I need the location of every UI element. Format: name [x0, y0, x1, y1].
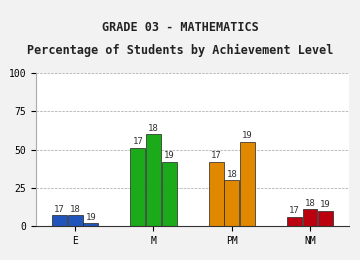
- Bar: [52, 216, 67, 226]
- Text: 18: 18: [70, 205, 81, 214]
- Bar: [224, 180, 239, 226]
- Bar: [130, 148, 145, 226]
- Text: 19: 19: [85, 213, 96, 222]
- Bar: [287, 217, 302, 226]
- Bar: [146, 134, 161, 226]
- Bar: [162, 162, 176, 226]
- Text: 18: 18: [148, 124, 159, 133]
- Text: 19: 19: [164, 151, 175, 160]
- Text: 18: 18: [226, 170, 237, 179]
- Bar: [84, 223, 98, 226]
- Text: 17: 17: [211, 151, 221, 160]
- Bar: [209, 162, 224, 226]
- Text: 17: 17: [54, 205, 65, 214]
- Text: 17: 17: [132, 138, 143, 146]
- Bar: [240, 142, 255, 226]
- Text: 18: 18: [305, 199, 315, 208]
- Text: 19: 19: [320, 200, 331, 209]
- Text: 19: 19: [242, 131, 253, 140]
- Bar: [318, 211, 333, 226]
- Bar: [303, 209, 318, 226]
- Bar: [68, 216, 82, 226]
- Text: GRADE 03 - MATHEMATICS: GRADE 03 - MATHEMATICS: [102, 21, 258, 34]
- Text: 17: 17: [289, 206, 300, 216]
- Text: Percentage of Students by Achievement Level: Percentage of Students by Achievement Le…: [27, 44, 333, 57]
